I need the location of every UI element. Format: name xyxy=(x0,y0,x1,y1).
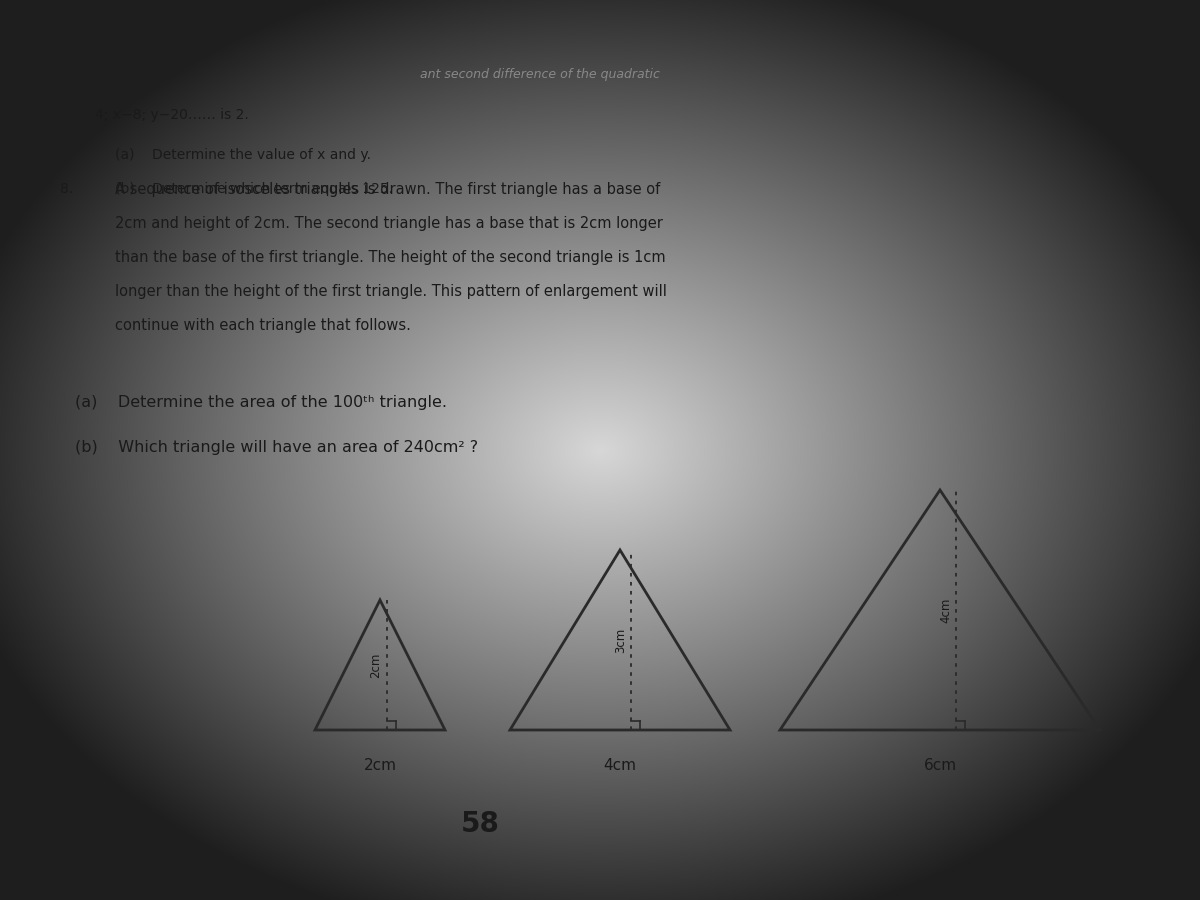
Text: 4cm: 4cm xyxy=(940,598,952,623)
Text: than the base of the first triangle. The height of the second triangle is 1cm: than the base of the first triangle. The… xyxy=(115,250,666,265)
Text: 2cm: 2cm xyxy=(364,758,396,773)
Text: 2cm and height of 2cm. The second triangle has a base that is 2cm longer: 2cm and height of 2cm. The second triang… xyxy=(115,216,662,231)
Text: 3cm: 3cm xyxy=(614,627,628,652)
Text: 2cm: 2cm xyxy=(370,652,383,678)
Text: (b)    Which triangle will have an area of 240cm² ?: (b) Which triangle will have an area of … xyxy=(74,440,478,455)
Text: (a)    Determine the area of the 100ᵗʰ triangle.: (a) Determine the area of the 100ᵗʰ tria… xyxy=(74,395,446,410)
Text: A sequence of isosceles triangles is drawn. The first triangle has a base of: A sequence of isosceles triangles is dra… xyxy=(115,182,660,197)
Text: (b)    Determine which term equals 125.: (b) Determine which term equals 125. xyxy=(115,182,394,196)
Text: 6cm: 6cm xyxy=(924,758,956,773)
Text: longer than the height of the first triangle. This pattern of enlargement will: longer than the height of the first tria… xyxy=(115,284,667,299)
Text: 58: 58 xyxy=(461,810,499,838)
Text: 8.: 8. xyxy=(60,182,73,196)
Text: continue with each triangle that follows.: continue with each triangle that follows… xyxy=(115,318,410,333)
Text: (a)    Determine the value of x and y.: (a) Determine the value of x and y. xyxy=(115,148,371,162)
Text: 4; x−8; y−20…… is 2.: 4; x−8; y−20…… is 2. xyxy=(95,108,248,122)
Text: ant second difference of the quadratic: ant second difference of the quadratic xyxy=(420,68,660,81)
Text: 4cm: 4cm xyxy=(604,758,636,773)
